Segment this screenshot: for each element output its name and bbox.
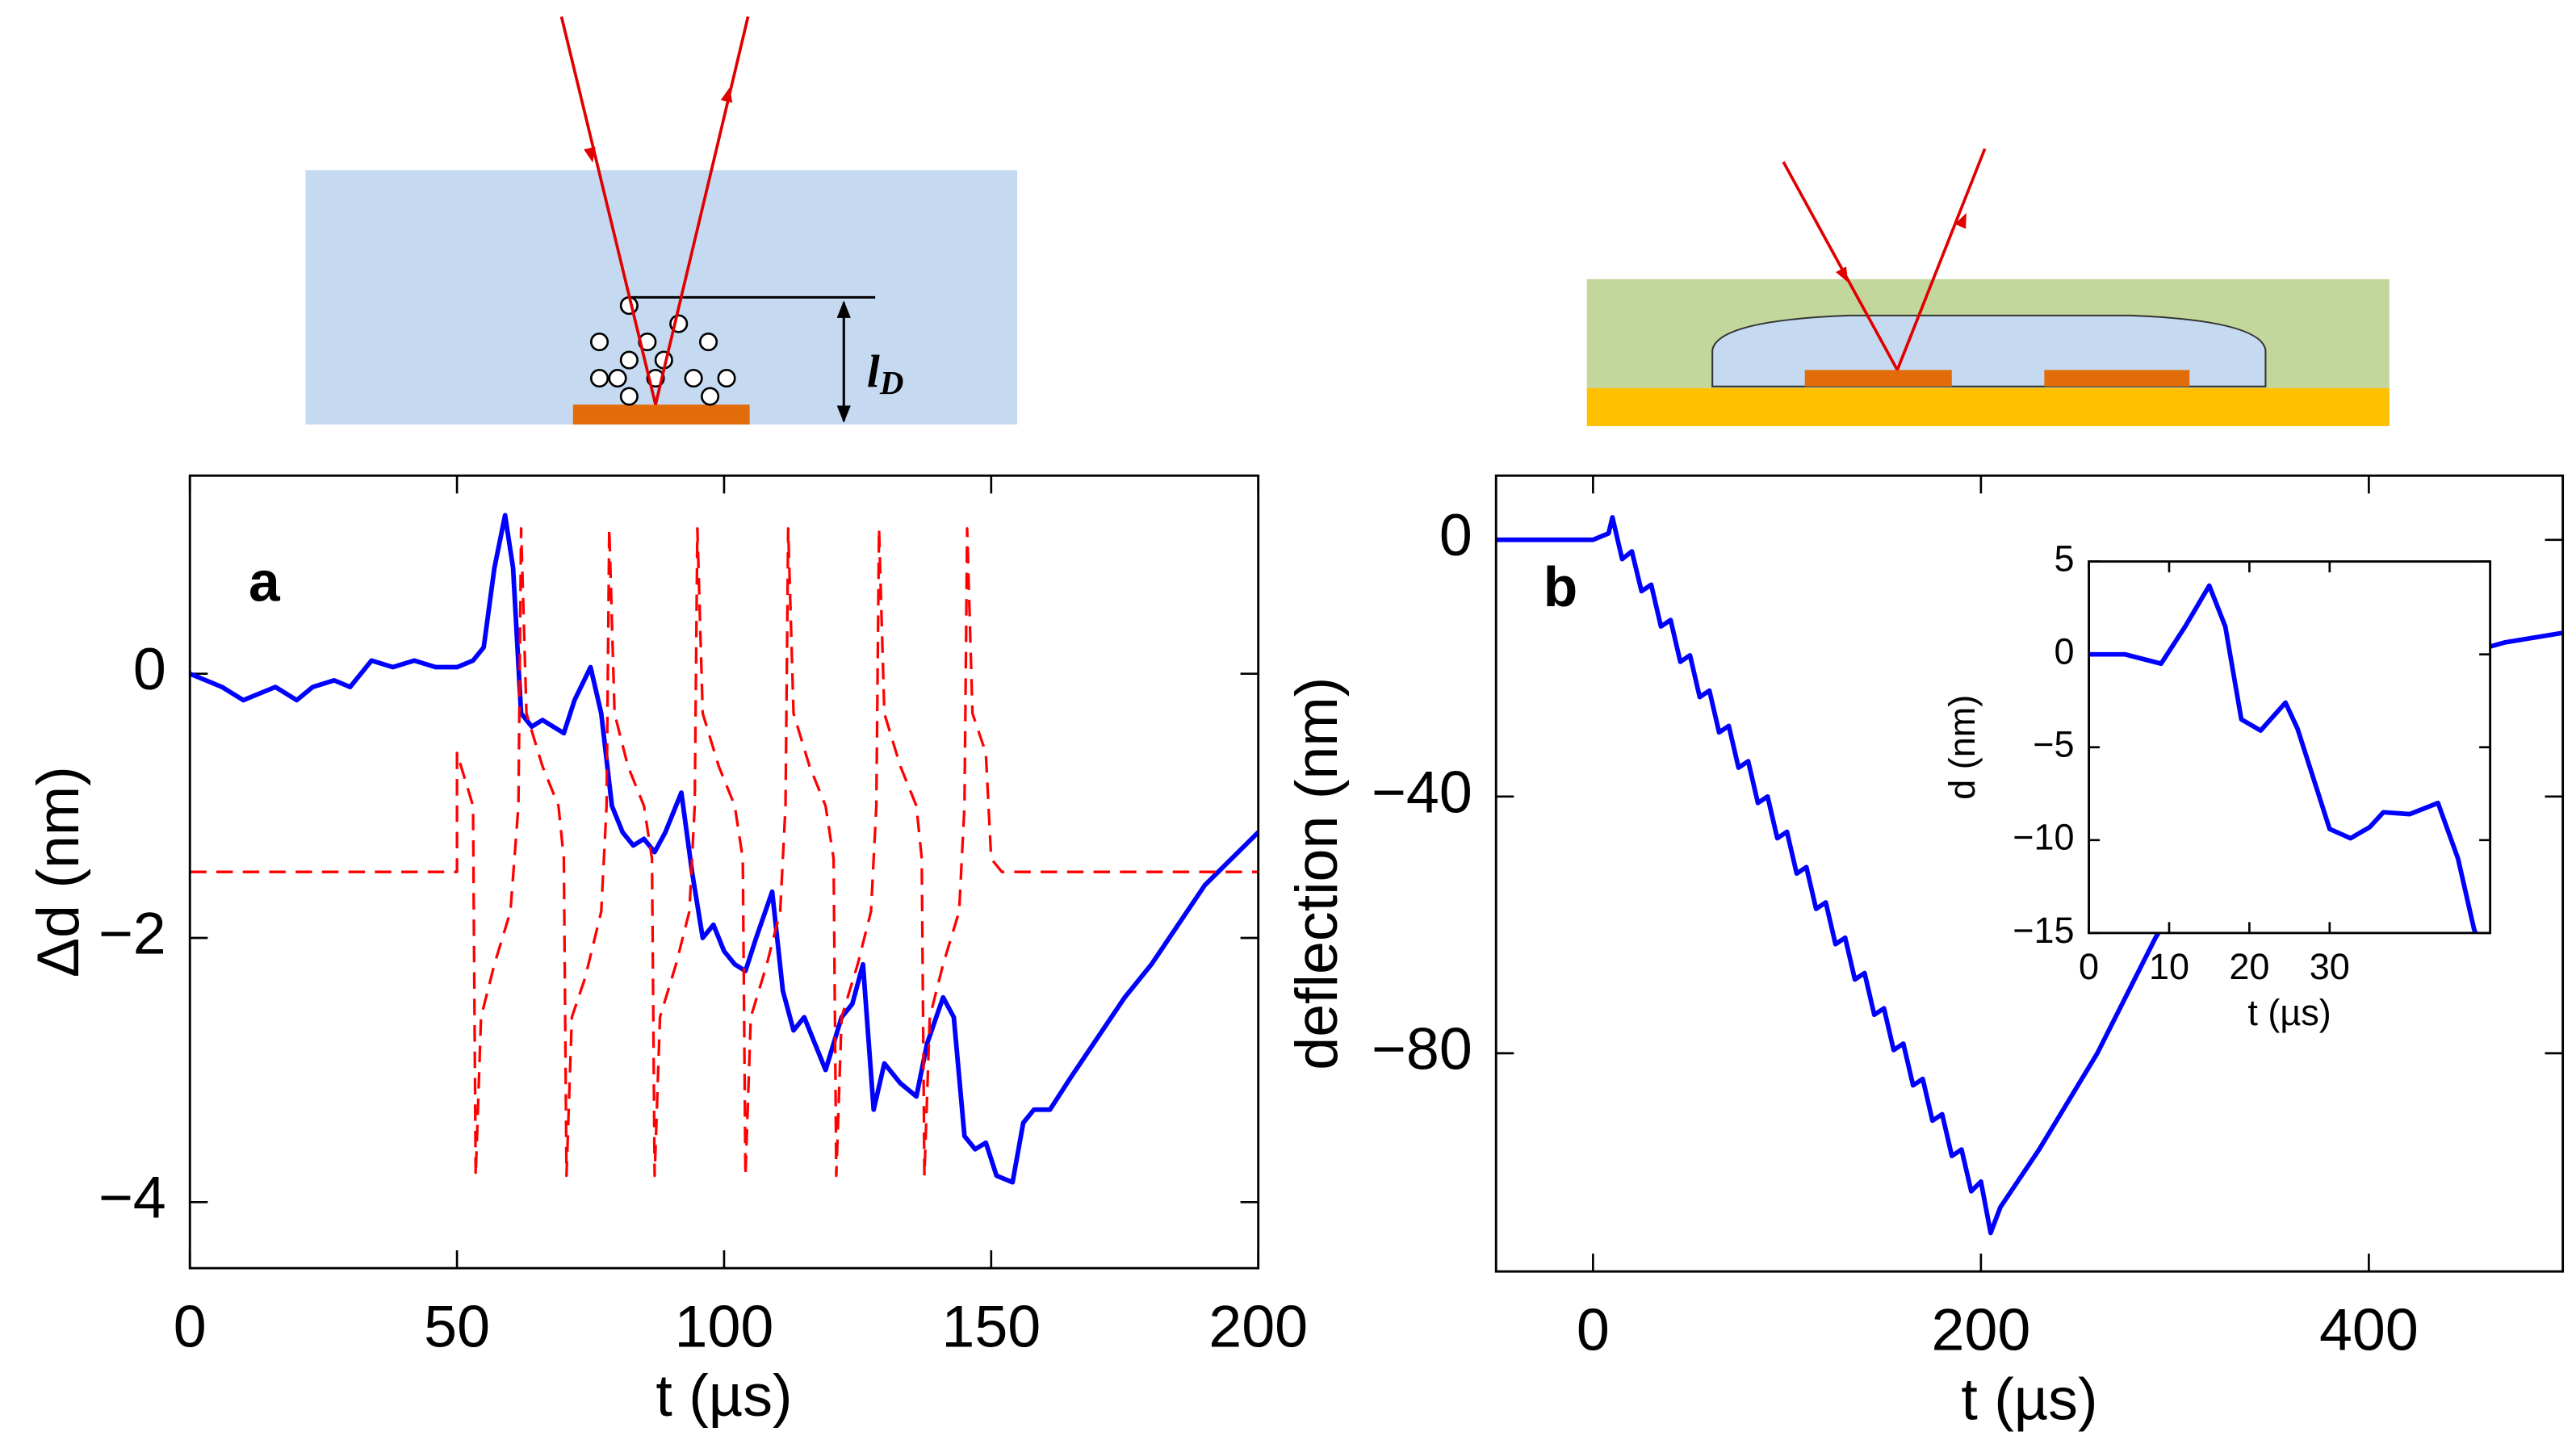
electrode: [572, 404, 750, 425]
y-axis-label: deflection (nm): [1283, 677, 1350, 1070]
x-tick-label: 0: [174, 1292, 207, 1359]
beam-in: [1782, 161, 1899, 371]
y-axis-label: Δd (nm): [24, 766, 91, 977]
beam-out: [1895, 148, 1987, 371]
x-tick-label: 100: [675, 1292, 774, 1359]
diagram-a: lD: [305, 16, 1018, 425]
x-tick-label: 50: [424, 1292, 490, 1359]
droplet: [1711, 314, 2267, 387]
x-tick-label: 0: [2079, 946, 2099, 987]
x-axis-label: t (µs): [656, 1362, 792, 1429]
x-tick-label: 30: [2310, 946, 2350, 987]
x-tick-label: 20: [2229, 946, 2269, 987]
x-tick-label: 0: [1577, 1296, 1610, 1363]
depth-label: lD: [867, 347, 903, 402]
y-tick-label: −80: [1372, 1015, 1472, 1082]
x-tick-label: 400: [2319, 1296, 2419, 1363]
electrode: [2044, 370, 2190, 387]
x-axis-label: t (µs): [2247, 992, 2331, 1033]
beam-out: [654, 16, 750, 405]
y-tick-label: −10: [2013, 817, 2074, 858]
plot-frame: [2088, 560, 2492, 935]
depth-subscript: D: [879, 365, 904, 401]
plot-area: [2088, 561, 2490, 933]
beam-in: [559, 16, 657, 405]
panel-label: a: [249, 550, 281, 613]
y-tick-label: 0: [2055, 631, 2075, 672]
y-tick-label: −2: [98, 899, 166, 966]
x-tick-label: 200: [1208, 1292, 1308, 1359]
data-line: [190, 513, 1259, 1185]
bubbles: [589, 296, 736, 406]
data-line: [2088, 583, 2478, 933]
x-axis-label: t (µs): [1961, 1365, 2097, 1432]
y-tick-label: 5: [2055, 538, 2075, 580]
y-tick-label: −4: [98, 1164, 166, 1231]
y-tick-label: 0: [133, 635, 166, 702]
plot-frame: [1494, 474, 2565, 1273]
x-tick-label: 10: [2149, 946, 2189, 987]
x-tick-label: 150: [941, 1292, 1041, 1359]
data-line: [1496, 515, 2563, 1236]
x-tick-label: 200: [1931, 1296, 2030, 1363]
y-axis-label: d (nm): [1941, 695, 1983, 800]
panel-label: b: [1544, 555, 1577, 618]
plot-frame: [188, 474, 1260, 1270]
y-tick-label: −5: [2033, 724, 2074, 765]
depth-symbol: l: [867, 347, 880, 398]
chart: 0 50 100 150 200 −4 −2 0 t (µs) Δd (nm) a: [24, 474, 1308, 1429]
chart: 0 10 20 30 −15 −10 −5 0 5 t (µs) d (nm): [1941, 538, 2492, 1033]
substrate: [1586, 387, 2390, 426]
y-tick-label: −40: [1372, 758, 1472, 825]
electrode: [1804, 370, 1952, 387]
diagram-b: [1586, 148, 2390, 426]
y-tick-label: −15: [2013, 910, 2074, 951]
y-tick-label: 0: [1439, 501, 1472, 568]
